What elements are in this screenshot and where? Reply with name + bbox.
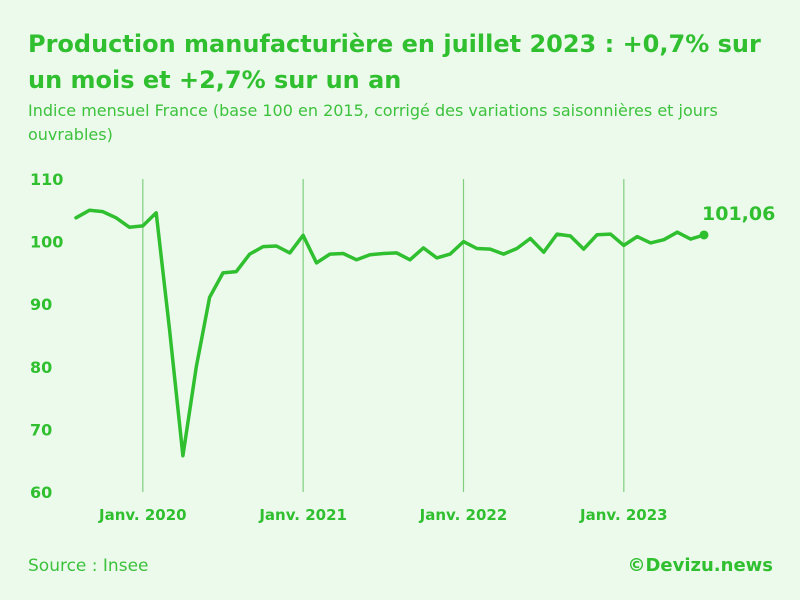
x-axis-ticks: Janv. 2020 Janv. 2021 Janv. 2022 Janv. 2023 [98, 506, 668, 524]
y-tick-label: 110 [30, 170, 63, 189]
x-tick-label: Janv. 2022 [419, 506, 508, 524]
y-tick-label: 80 [30, 358, 52, 377]
last-data-point [699, 230, 709, 240]
y-tick-label: 100 [30, 233, 63, 252]
y-tick-label: 60 [30, 483, 52, 502]
y-axis-ticks: 110 100 90 80 70 60 [30, 170, 63, 502]
last-value-label: 101,06 [702, 203, 775, 225]
x-tick-label: Janv. 2021 [258, 506, 347, 524]
y-tick-label: 70 [30, 420, 52, 439]
source-note: Source : Insee [28, 556, 149, 576]
series-line [74, 208, 706, 458]
chart-title: Production manufacturière en juillet 202… [28, 30, 761, 94]
credit-brand: ©Devizu.news [627, 555, 773, 576]
x-tick-label: Janv. 2020 [98, 506, 187, 524]
x-tick-label: Janv. 2023 [579, 506, 668, 524]
y-tick-label: 90 [30, 295, 52, 314]
chart-subtitle: Indice mensuel France (base 100 en 2015,… [28, 101, 718, 144]
year-gridlines [142, 179, 625, 492]
